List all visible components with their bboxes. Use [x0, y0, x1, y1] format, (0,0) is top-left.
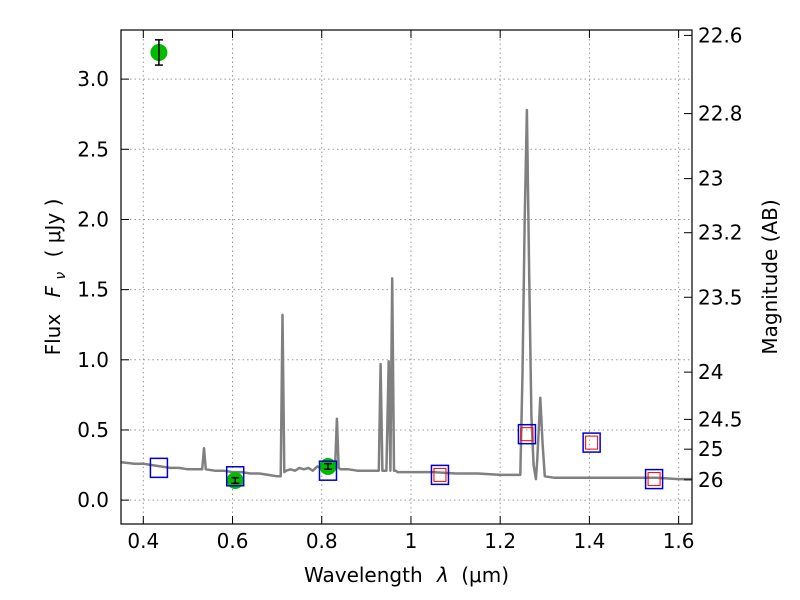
model-inner-square	[585, 435, 599, 450]
grid-lines	[121, 30, 692, 524]
y-tick-label: 3.0	[77, 67, 109, 91]
magnitude-tick-label: 22.8	[698, 102, 743, 126]
observed-point	[319, 457, 337, 475]
y-tick-label: 0.5	[77, 418, 109, 442]
x-tick-label: 1.6	[663, 529, 695, 553]
magnitude-tick-label: 23.5	[698, 285, 743, 309]
model-band-square	[644, 468, 664, 490]
magnitude-tick-label: 24.5	[698, 407, 743, 431]
y-tick-label: 2.5	[77, 137, 109, 161]
model-inner-square	[647, 472, 661, 487]
y-tick-label: 1.0	[77, 348, 109, 372]
plot-series	[120, 108, 692, 481]
model-band-square	[430, 464, 450, 486]
x-tick-label: 0.4	[127, 529, 159, 553]
magnitude-tick-label: 26	[698, 468, 723, 492]
model-spectrum-line	[120, 108, 692, 481]
magnitude-tick-label: 24	[698, 360, 723, 384]
model-band-point	[582, 432, 601, 453]
x-tick-label: 0.6	[217, 529, 249, 553]
y-axis-symbol: F	[41, 285, 65, 297]
x-tick-label: 1.4	[573, 529, 605, 553]
model-band-point	[430, 464, 450, 486]
magnitude-tick-label: 25	[698, 437, 723, 461]
x-axis-title: Wavelength λ (μm)	[304, 563, 509, 587]
x-tick-label: 1	[405, 529, 418, 553]
model-band-point	[225, 466, 245, 487]
y-tick-label: 2.0	[77, 207, 109, 231]
magnitude-tick-label: 22.6	[698, 23, 743, 47]
y-tick-label: 0.0	[77, 488, 109, 512]
observed-point	[150, 39, 168, 66]
axis-ticks: 0.4 0.6 0.8 1 1.2 1.4 1.6 0.0 0.5 1.0 1.5 2.0 2.5 3.0…	[77, 23, 742, 553]
magnitude-tick-label: 23	[698, 167, 723, 191]
y-axis-unit: ( μJy )	[41, 199, 65, 258]
plot-frame	[120, 29, 693, 525]
model-band-square	[582, 432, 601, 453]
model-band-square	[318, 460, 338, 481]
model-inner-square	[520, 427, 534, 442]
model-band-square	[225, 466, 245, 487]
model-band-point	[517, 423, 537, 445]
model-band-point	[644, 468, 664, 490]
x-tick-label: 0.8	[306, 529, 338, 553]
y-axis-label: Flux	[41, 314, 65, 356]
magnitude-tick-label: 23.2	[698, 221, 743, 245]
y-axis-title: Flux F ν ( μJy )	[41, 199, 70, 356]
data-markers	[149, 39, 664, 490]
model-band-square	[149, 457, 169, 479]
model-band-square	[517, 423, 537, 445]
magnitude-axis-title: Magnitude (AB)	[758, 199, 782, 354]
y-axis-subscript: ν	[53, 272, 69, 280]
x-axis-label: Wavelength	[304, 563, 423, 587]
x-axis-symbol: λ	[436, 563, 449, 587]
x-tick-label: 1.2	[484, 529, 516, 553]
y-tick-label: 1.5	[77, 278, 109, 302]
x-axis-unit: (μm)	[461, 563, 509, 587]
model-band-point	[149, 457, 169, 479]
model-inner-square	[433, 467, 447, 482]
model-band-point	[318, 460, 338, 481]
